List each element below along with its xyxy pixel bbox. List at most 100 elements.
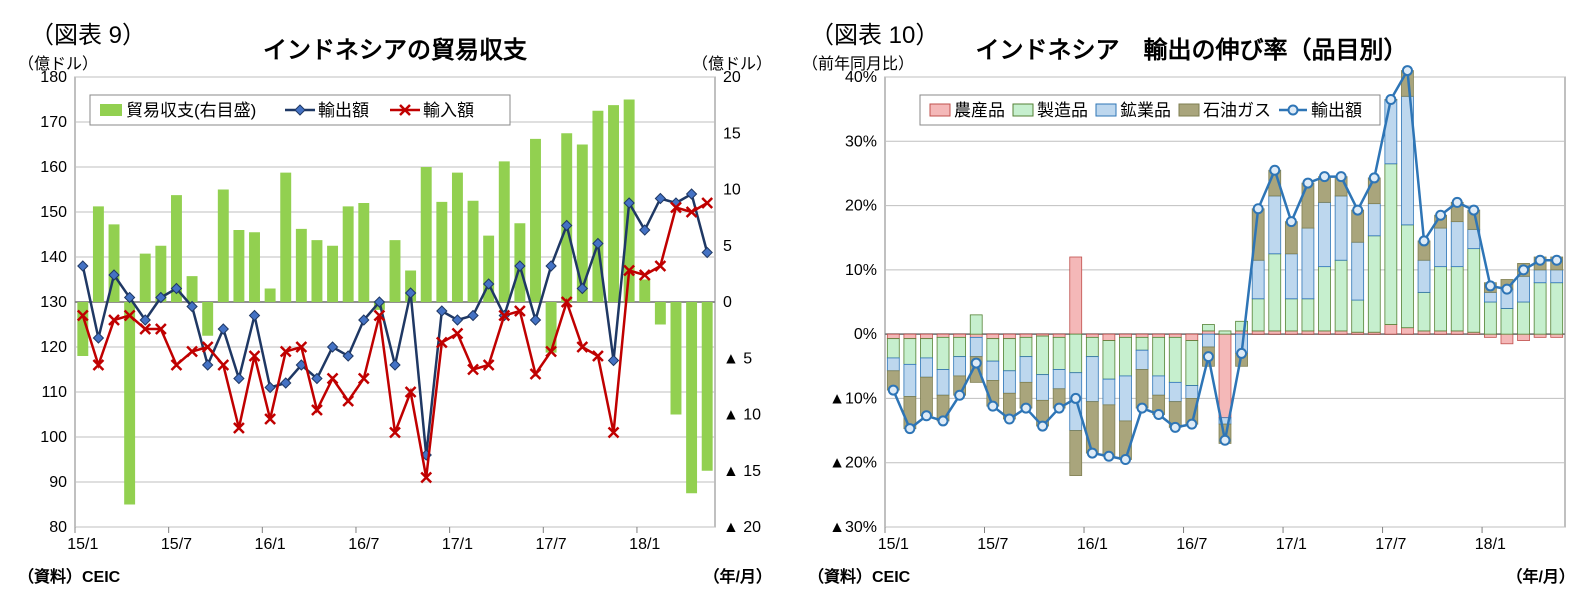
- manuf-bar: [1103, 341, 1115, 380]
- agri-bar: [1053, 334, 1065, 337]
- manuf-bar: [1120, 337, 1132, 376]
- balance-bar: [452, 173, 463, 302]
- chart9-xtick: 18/1: [629, 536, 660, 553]
- mining-bar: [1169, 382, 1181, 401]
- balance-bar: [530, 139, 541, 302]
- chart9-xtick: 15/7: [161, 536, 192, 553]
- mining-bar: [1053, 370, 1065, 389]
- manuf-bar: [1169, 337, 1181, 382]
- manuf-bar: [1401, 225, 1413, 328]
- agri-bar: [1385, 325, 1397, 335]
- mining-bar: [904, 364, 916, 396]
- agri-bar: [904, 334, 916, 339]
- agri-bar: [1086, 334, 1098, 337]
- manuf-bar: [904, 339, 916, 365]
- chart10-xtick: 16/1: [1077, 536, 1108, 553]
- oil-bar: [920, 377, 932, 416]
- chart9-ytick-left: 150: [40, 204, 67, 221]
- manuf-bar: [954, 337, 966, 356]
- chart9-ytick-left: 160: [40, 159, 67, 176]
- chart10-ytick: 10%: [845, 262, 877, 279]
- mining-bar: [1103, 379, 1115, 405]
- mining-bar: [1534, 270, 1546, 283]
- mining-bar: [937, 370, 949, 396]
- mining-bar: [1285, 254, 1297, 299]
- mining-bar: [970, 337, 982, 356]
- mining-bar: [1451, 222, 1463, 267]
- chart10-ytick: ▲10%: [829, 390, 877, 407]
- agri-bar: [987, 334, 999, 339]
- agri-bar: [1153, 334, 1165, 337]
- chart10-source: （資料）CEIC: [808, 563, 910, 587]
- agri-bar: [887, 334, 899, 339]
- oil-bar: [1086, 402, 1098, 453]
- mining-bar: [1136, 350, 1148, 369]
- manuf-bar: [1037, 336, 1049, 375]
- mining-bar: [1186, 386, 1198, 399]
- svg-text:石油ガス: 石油ガス: [1203, 101, 1271, 120]
- mining-bar: [1319, 202, 1331, 266]
- chart9-ytick-right: 0: [723, 294, 732, 311]
- manuf-bar: [1285, 299, 1297, 331]
- balance-bar: [546, 302, 557, 353]
- chart9-xtick: 15/1: [67, 536, 98, 553]
- manuf-bar: [1484, 302, 1496, 334]
- balance-bar: [124, 302, 135, 505]
- balance-bar: [686, 302, 697, 493]
- chart9-ytick-left: 80: [49, 519, 67, 536]
- balance-bar: [561, 133, 572, 302]
- mining-bar: [920, 358, 932, 377]
- manuf-bar: [1551, 283, 1563, 334]
- mining-bar: [1435, 228, 1447, 267]
- oil-bar: [1120, 421, 1132, 460]
- mining-bar: [1153, 376, 1165, 395]
- agri-bar: [1335, 331, 1347, 334]
- manuf-bar: [1501, 308, 1513, 334]
- chart10-xtick: 16/7: [1176, 536, 1207, 553]
- balance-bar: [233, 230, 244, 302]
- chart9-xtick: 16/7: [348, 536, 379, 553]
- chart-right-panel: （図表 10） インドネシア 輸出の伸び率（品目別） （前年同月比） 40%30…: [790, 0, 1593, 593]
- agri-bar: [1202, 331, 1214, 334]
- chart9-ytick-right: ▲ 20: [723, 519, 761, 536]
- chart10-xtick: 15/1: [878, 536, 909, 553]
- manuf-bar: [1219, 331, 1231, 334]
- agri-bar: [1120, 334, 1132, 337]
- mining-bar: [1418, 260, 1430, 292]
- agri-bar: [1534, 334, 1546, 337]
- balance-bar: [202, 302, 213, 336]
- chart9-ytick-left: 180: [40, 69, 67, 86]
- balance-bar: [639, 280, 650, 303]
- chart9-svg: 809010011012013014015016017018020151050▲…: [0, 0, 790, 593]
- mining-bar: [987, 361, 999, 380]
- chart9-x-axis-title: （年/月）: [704, 563, 772, 587]
- chart9-ytick-left: 120: [40, 339, 67, 356]
- mining-bar: [1003, 371, 1015, 394]
- manuf-bar: [970, 315, 982, 334]
- mining-bar: [1252, 260, 1264, 299]
- chart10-ytick: 0%: [854, 326, 877, 343]
- balance-bar: [265, 289, 276, 303]
- mining-bar: [1086, 357, 1098, 402]
- balance-bar: [468, 201, 479, 302]
- agri-bar: [937, 334, 949, 337]
- balance-bar: [249, 232, 260, 302]
- agri-bar: [1219, 334, 1231, 418]
- balance-bar: [311, 240, 322, 302]
- agri-bar: [1518, 334, 1530, 340]
- manuf-bar: [1335, 260, 1347, 331]
- agri-bar: [1070, 257, 1082, 334]
- mining-bar: [1551, 270, 1563, 283]
- svg-text:輸出額: 輸出額: [1311, 101, 1362, 120]
- chart9-ytick-right: 5: [723, 238, 732, 255]
- balance-bar: [327, 246, 338, 302]
- manuf-bar: [1070, 334, 1082, 373]
- agri-bar: [1003, 334, 1015, 339]
- balance-bar: [296, 229, 307, 302]
- agri-bar: [1401, 328, 1413, 334]
- agri-bar: [920, 334, 932, 339]
- chart10-xtick: 17/1: [1276, 536, 1307, 553]
- agri-bar: [1319, 331, 1331, 334]
- agri-bar: [1484, 334, 1496, 337]
- manuf-bar: [1269, 254, 1281, 331]
